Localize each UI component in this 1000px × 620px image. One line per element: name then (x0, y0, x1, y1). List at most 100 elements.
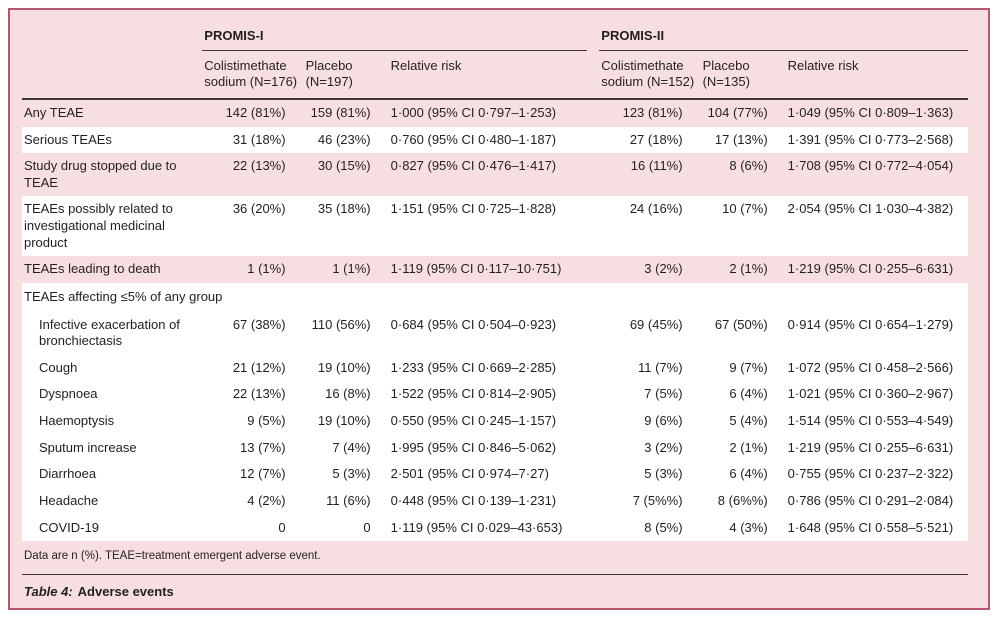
column-header-placebo-2: Placebo (N=135) (700, 50, 786, 100)
cell: 36 (20%) (202, 196, 304, 257)
table-row: Any TEAE 142 (81%) 159 (81%) 1·000 (95% CI … (22, 99, 968, 127)
cell: 2 (1%) (700, 434, 786, 462)
group-header-promis-ii: PROMIS-II (599, 20, 968, 51)
cell: 142 (81%) (225, 104, 286, 120)
cell: 9 (6%) (599, 408, 701, 435)
cell: 159 (81%) (310, 104, 371, 120)
table-row: Sputum increase 13 (7%) 7 (4%) 1·995 (95% C… (22, 434, 968, 462)
cell: 12 (7%) (202, 461, 304, 488)
cell: 1·514 (95% CI 0·553–4·549) (785, 408, 968, 435)
table-row: Haemoptysis 9 (5%) 19 (10%) 0·550 (95% CI 0… (22, 408, 968, 435)
column-header-relative-risk-1: Relative risk (388, 50, 588, 100)
cell: 1·119 (95% CI 0·117–10·751) (390, 261, 562, 277)
row-label: Cough (22, 354, 203, 382)
column-gap (587, 126, 600, 154)
cell: 123 (81%) (622, 104, 683, 120)
cell: 22 (13%) (202, 381, 304, 408)
column-gap (587, 487, 600, 515)
table-row: TEAEs possibly related to investigationa… (22, 196, 968, 257)
corner-cell (22, 20, 202, 50)
row-label: Serious TEAEs (22, 126, 203, 154)
row-label: TEAEs possibly related to investigationa… (22, 196, 203, 257)
cell: 0 (202, 514, 304, 542)
cell: 46 (23%) (303, 126, 389, 154)
cell: 22 (13%) (232, 158, 286, 174)
cell: 3 (2%) (599, 434, 701, 462)
cell: 2·054 (95% CI 1·030–4·382) (785, 196, 968, 257)
cell: 0·684 (95% CI 0·504–0·923) (388, 311, 588, 355)
table-caption-number: Table 4: (24, 584, 73, 600)
cell: 30 (15%) (317, 158, 371, 174)
cell: 13 (7%) (202, 434, 304, 462)
table-row: COVID-19 0 0 1·119 (95% CI 0·029–43·653) 8 (… (22, 514, 968, 542)
cell: 1·522 (95% CI 0·814–2·905) (388, 381, 588, 408)
cell: 19 (10%) (303, 408, 389, 435)
column-header-colistimethate-2: Colistimethate sodium (N=152) (599, 50, 701, 100)
cell: 1·995 (95% CI 0·846–5·062) (388, 434, 588, 462)
cell: 1·072 (95% CI 0·458–2·566) (785, 354, 968, 382)
cell: 2·501 (95% CI 0·974–7·27) (388, 461, 588, 488)
column-gap (587, 50, 600, 100)
cell: 17 (13%) (700, 126, 786, 154)
row-label: Sputum increase (22, 434, 203, 462)
table-caption: Table 4: Adverse events (22, 575, 968, 608)
cell: 5 (4%) (700, 408, 786, 435)
section-header-row: TEAEs affecting ≤5% of any group (22, 282, 968, 312)
row-label: Headache (22, 487, 203, 515)
cell: 104 (77%) (707, 104, 768, 120)
column-gap (587, 354, 600, 382)
cell: 9 (7%) (700, 354, 786, 382)
cell: 16 (11%) (630, 158, 683, 174)
row-label: Diarrhoea (22, 461, 203, 488)
cell: 1·049 (95% CI 0·809–1·363) (787, 104, 954, 120)
table-row: Cough 21 (12%) 19 (10%) 1·233 (95% CI 0·669… (22, 354, 968, 382)
cell: 0·448 (95% CI 0·139–1·231) (388, 487, 588, 515)
table-row: TEAEs leading to death 1 (1%) 1 (1%) 1·119 … (22, 256, 968, 283)
row-label: Infective exacerbation of bronchiectasis (22, 311, 203, 355)
column-gap (587, 153, 599, 196)
adverse-events-table: PROMIS-I PROMIS-II Colistimethate sodium… (22, 20, 968, 542)
cell: 0·827 (95% CI 0·476–1·417) (390, 158, 557, 174)
cell: 1·119 (95% CI 0·029–43·653) (388, 514, 588, 542)
cell: 5 (3%) (303, 461, 389, 488)
cell: 11 (6%) (303, 487, 389, 515)
group-header-promis-i: PROMIS-I (202, 20, 588, 51)
cell: 67 (38%) (202, 311, 304, 355)
cell: 6 (4%) (700, 381, 786, 408)
table-row: Study drug stopped due to TEAE 22 (13%) 30… (22, 153, 968, 196)
column-header-row: Colistimethate sodium (N=176) Placebo (N… (22, 50, 968, 100)
cell: 27 (18%) (599, 126, 701, 154)
cell: 4 (3%) (700, 514, 786, 542)
cell: 5 (3%) (599, 461, 701, 488)
cell: 16 (8%) (303, 381, 389, 408)
table-row: Headache 4 (2%) 11 (6%) 0·448 (95% CI 0·139… (22, 487, 968, 515)
row-label: Study drug stopped due to TEAE (24, 158, 177, 190)
cell: 0·786 (95% CI 0·291–2·084) (785, 487, 968, 515)
table-row: Dyspnoea 22 (13%) 16 (8%) 1·522 (95% CI 0·8… (22, 381, 968, 408)
cell: 21 (12%) (202, 354, 304, 382)
cell: 0·914 (95% CI 0·654–1·279) (785, 311, 968, 355)
table-row: Diarrhoea 12 (7%) 5 (3%) 2·501 (95% CI 0·97… (22, 461, 968, 488)
cell: 4 (2%) (202, 487, 304, 515)
cell: 11 (7%) (599, 354, 701, 382)
caption-divider (22, 574, 968, 576)
cell: 1 (1%) (247, 261, 286, 277)
cell: 1·219 (95% CI 0·255–6·631) (787, 261, 954, 277)
cell: 7 (5%) (599, 381, 701, 408)
column-gap (587, 381, 600, 408)
cell: 1·021 (95% CI 0·360–2·967) (785, 381, 968, 408)
cell: 1·000 (95% CI 0·797–1·253) (390, 104, 557, 120)
column-gap (587, 196, 600, 257)
cell: 0·760 (95% CI 0·480–1·187) (388, 126, 588, 154)
cell: 2 (1%) (729, 261, 768, 277)
cell: 19 (10%) (303, 354, 389, 382)
row-label: Haemoptysis (22, 408, 203, 435)
row-label: TEAEs leading to death (24, 261, 161, 277)
cell: 8 (5%) (599, 514, 701, 542)
column-gap (587, 434, 600, 462)
table-footnote: Data are n (%). TEAE=treatment emergent … (24, 550, 321, 563)
table-row: Serious TEAEs 31 (18%) 46 (23%) 0·760 (95% … (22, 126, 968, 154)
cell: 6 (4%) (700, 461, 786, 488)
column-gap (587, 514, 600, 542)
column-header-relative-risk-2: Relative risk (785, 50, 968, 100)
